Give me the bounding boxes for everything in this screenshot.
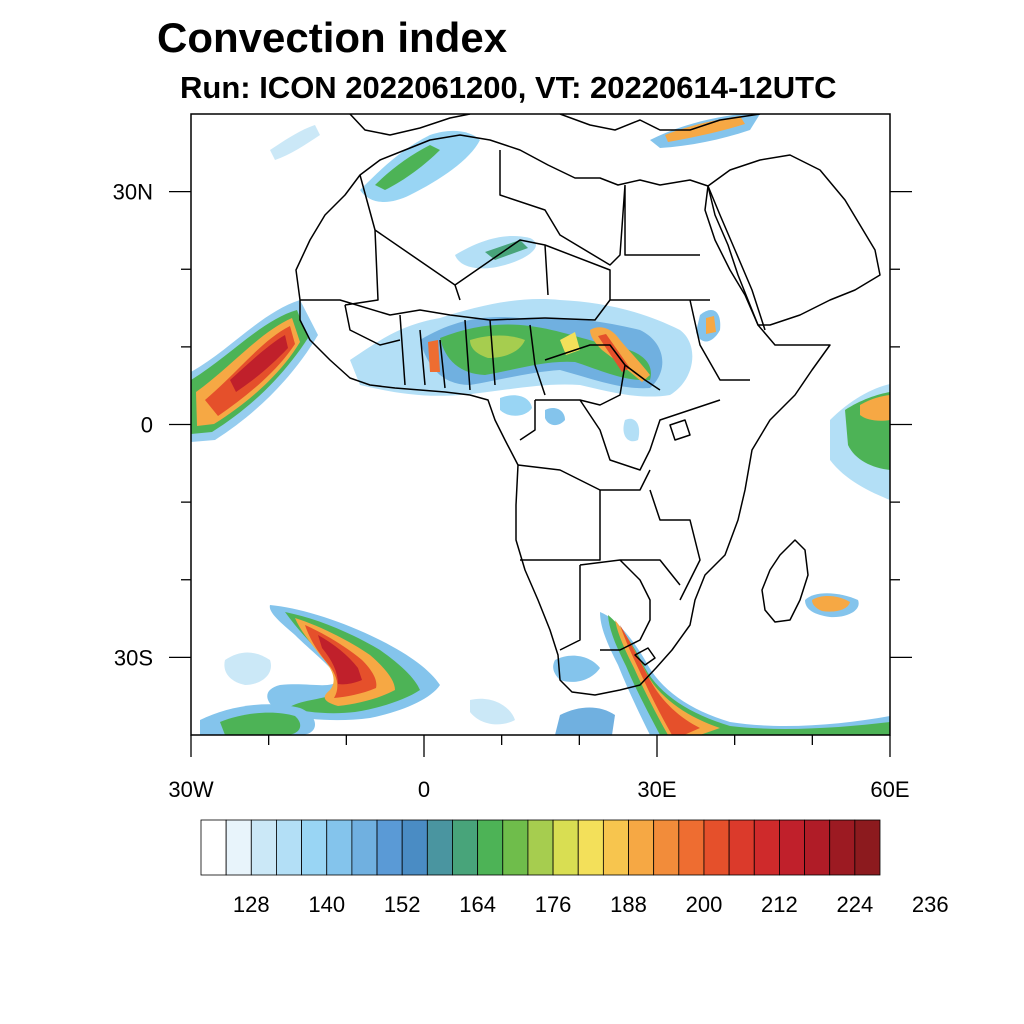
country-borders-north	[344, 150, 700, 306]
colorbar-swatch	[250, 819, 277, 876]
field-west-africa-coast	[191, 300, 318, 442]
colorbar-swatch	[728, 819, 755, 876]
lon-tick-label: 0	[418, 777, 430, 802]
country-borders-west	[300, 299, 546, 396]
colorbar-swatch	[477, 819, 504, 876]
colorbar-label: 236	[912, 892, 949, 917]
country-borders-south	[517, 464, 701, 651]
field-north-africa	[270, 114, 760, 269]
map-frame	[190, 113, 891, 736]
colorbar-label: 140	[308, 892, 345, 917]
colorbar-swatch	[552, 819, 579, 876]
colorbar-label: 176	[535, 892, 572, 917]
colorbar-swatch	[804, 819, 831, 876]
lon-tick-label: 60E	[870, 777, 909, 802]
lat-tick-label: 30N	[113, 180, 153, 205]
colorbar-swatch	[753, 819, 780, 876]
field-misc-cells	[369, 353, 640, 725]
lon-tick-label: 30E	[637, 777, 676, 802]
field-south-africa-band	[553, 612, 890, 735]
red-sea	[707, 185, 766, 331]
colorbar-label: 212	[761, 892, 798, 917]
colorbar-swatch	[653, 819, 680, 876]
colorbar-swatch	[351, 819, 378, 876]
colorbar-swatch	[854, 819, 881, 876]
colorbar-swatch	[577, 819, 604, 876]
arabia-coastline	[707, 154, 881, 326]
country-borders-central	[519, 299, 750, 471]
colorbar-swatch	[628, 819, 655, 876]
colorbar-swatch	[602, 819, 629, 876]
colorbar-swatch	[276, 819, 302, 876]
colorbar-label: 200	[686, 892, 723, 917]
europe-coastline	[349, 114, 761, 136]
colorbar-swatch	[426, 819, 453, 876]
colorbar-label: 224	[836, 892, 873, 917]
colorbar-swatch	[703, 819, 730, 876]
colorbar-swatch	[452, 819, 479, 876]
colorbar-swatch	[301, 819, 328, 876]
colorbar-label: 152	[384, 892, 421, 917]
colorbar: 128 140 152 164 176 188 200 212 224 236	[200, 819, 949, 917]
lat-tick-label: 0	[141, 413, 153, 438]
africa-coastline	[295, 134, 831, 696]
colorbar-swatch	[225, 819, 252, 876]
field-indian-ocean	[805, 384, 890, 618]
colorbar-swatch	[527, 819, 554, 876]
colorbar-swatch	[200, 819, 227, 876]
axis-ticks: 30W 0 30E 60E 30N 0 30S	[113, 180, 912, 802]
lake-victoria	[669, 419, 691, 441]
field-south-atlantic	[200, 605, 440, 735]
colorbar-swatch	[829, 819, 856, 876]
coastlines-borders	[295, 114, 881, 696]
colorbar-label: 128	[233, 892, 270, 917]
convection-field	[191, 114, 890, 735]
map-title: Convection index	[157, 14, 508, 61]
colorbar-swatch	[779, 819, 805, 876]
colorbar-swatch	[678, 819, 705, 876]
colorbar-swatch	[401, 819, 428, 876]
lon-tick-label: 30W	[168, 777, 213, 802]
colorbar-swatch	[326, 819, 353, 876]
colorbar-label: 164	[459, 892, 496, 917]
madagascar-coastline	[761, 539, 809, 623]
lesotho-border	[634, 647, 656, 666]
map-subtitle: Run: ICON 2022061200, VT: 20220614-12UTC	[180, 70, 837, 105]
field-horn	[696, 310, 721, 342]
colorbar-swatch	[376, 819, 403, 876]
lat-tick-label: 30S	[114, 645, 153, 670]
colorbar-swatch	[502, 819, 529, 876]
field-sahel	[350, 299, 693, 397]
colorbar-label: 188	[610, 892, 647, 917]
